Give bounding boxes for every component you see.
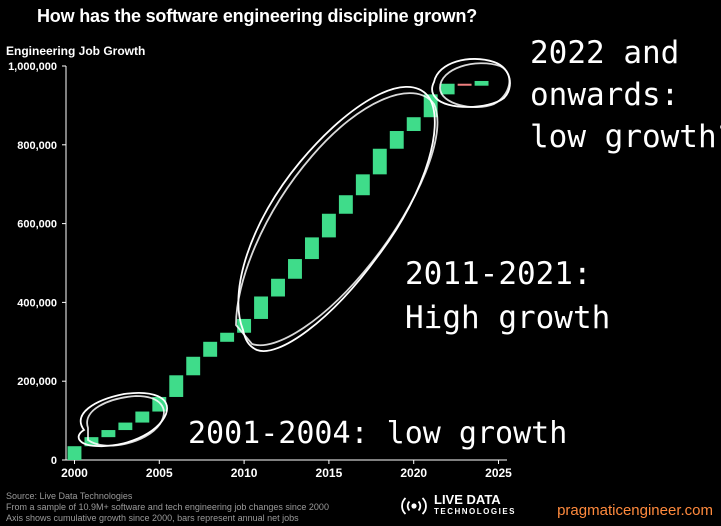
footer-axis-note: Axis shows cumulative growth since 2000,… xyxy=(6,513,299,523)
chart-axes: 0 200,000 400,000 600,000 800,000 1,000,000 20… xyxy=(8,61,512,480)
highlight-circle-mid xyxy=(235,92,439,347)
y-tick-label: 0 xyxy=(51,455,57,467)
footer-source: Source: Live Data Technologies xyxy=(6,491,133,501)
x-tick-label: 2020 xyxy=(400,466,427,480)
live-data-logo: LIVE DATA TECHNOLOGIES xyxy=(400,492,517,518)
highlight-circle-mid xyxy=(237,86,436,352)
y-tick-label: 1,000,000 xyxy=(8,61,57,73)
bar-2009 xyxy=(220,332,235,342)
annotation-early-growth: 2001-2004: low growth xyxy=(188,416,568,451)
broadcast-icon xyxy=(401,497,427,515)
highlight-circle-late xyxy=(431,58,511,108)
highlight-circle-early xyxy=(77,392,168,448)
chart-footer: Source: Live Data Technologies From a sa… xyxy=(6,491,329,524)
y-tick-label: 600,000 xyxy=(17,219,57,231)
y-axis-title: Engineering Job Growth xyxy=(6,44,146,58)
x-tick-label: 2025 xyxy=(485,466,512,480)
bar-2011 xyxy=(254,296,269,319)
highlight-circles xyxy=(77,58,511,448)
y-tick-label: 800,000 xyxy=(17,140,57,152)
bar-2017 xyxy=(355,174,370,196)
bar-2008 xyxy=(203,341,218,357)
annotation-high-growth: 2011-2021: High growth xyxy=(405,256,611,336)
bar-2000 xyxy=(67,446,82,460)
annotation-late-growth: 2022 and onwards: low growth? xyxy=(530,35,721,155)
x-tick-label: 2000 xyxy=(61,466,88,480)
bar-2020 xyxy=(406,117,421,132)
y-tick-label: 400,000 xyxy=(17,297,57,309)
x-tick-label: 2015 xyxy=(316,466,343,480)
bar-2018 xyxy=(372,148,387,175)
bar-2022 xyxy=(440,83,455,95)
bar-2006 xyxy=(169,375,184,397)
brand-subtitle: TECHNOLOGIES xyxy=(434,507,517,516)
bar-2010 xyxy=(237,318,252,333)
highlight-circle-early xyxy=(86,395,165,447)
highlight-circle-late xyxy=(439,62,511,108)
bar-2004 xyxy=(135,411,150,423)
bar-2023 xyxy=(457,83,472,86)
bar-2015 xyxy=(321,213,336,238)
bar-2019 xyxy=(389,131,404,149)
bar-2007 xyxy=(186,356,201,376)
bar-2014 xyxy=(304,237,319,260)
bar-2002 xyxy=(101,430,116,438)
x-tick-label: 2010 xyxy=(231,466,258,480)
y-tick-label: 200,000 xyxy=(17,376,57,388)
bar-2003 xyxy=(118,422,133,431)
x-tick-label: 2005 xyxy=(146,466,173,480)
bar-2013 xyxy=(288,259,302,279)
bar-2024 xyxy=(474,80,489,86)
footer-sample: From a sample of 10.9M+ software and tec… xyxy=(6,502,329,512)
brand-name: LIVE DATA xyxy=(434,492,501,507)
bar-2012 xyxy=(271,278,285,297)
site-link[interactable]: pragmaticengineer.com xyxy=(557,502,713,519)
bar-2016 xyxy=(338,195,353,214)
chart-title: How has the software engineering discipl… xyxy=(37,6,478,26)
